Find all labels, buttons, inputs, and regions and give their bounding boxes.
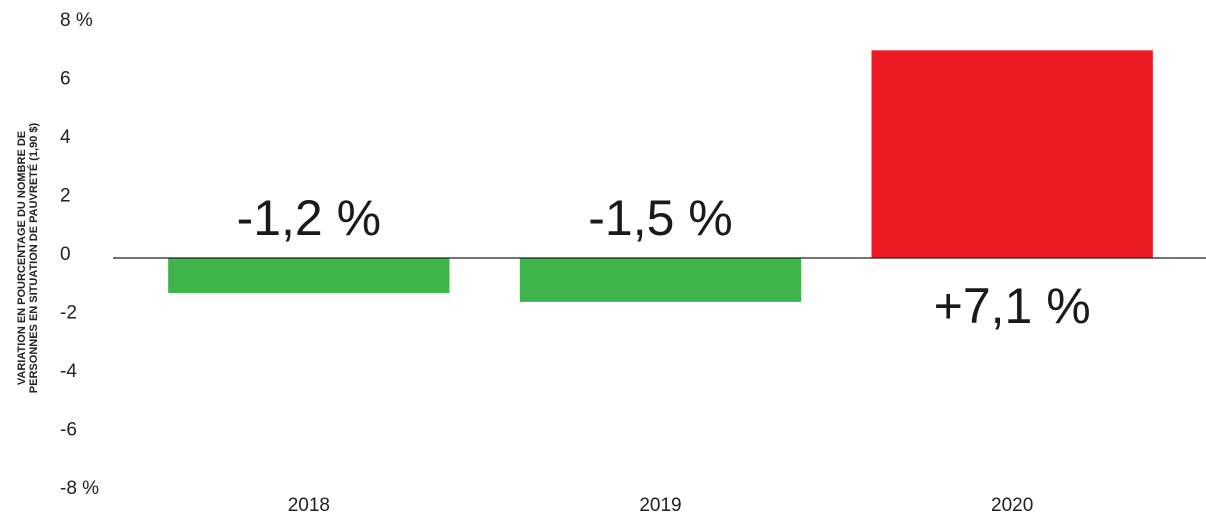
x-tick-label: 2020: [991, 495, 1033, 516]
x-tick-label: 2019: [639, 495, 681, 516]
data-label: -1,2 %: [237, 190, 382, 246]
y-axis-title: VARIATION EN POURCENTAGE DU NOMBRE DE PE…: [16, 122, 40, 393]
data-label: +7,1 %: [934, 278, 1091, 334]
y-tick-label: 6: [60, 69, 71, 90]
bar: [519, 258, 802, 302]
y-tick-label: -2: [60, 303, 77, 324]
data-label: -1,5 %: [588, 190, 733, 246]
y-axis-title-line: PERSONNES EN SITUATION DE PAUVRETÉ (1,90…: [27, 122, 40, 393]
x-tick-label: 2018: [288, 495, 330, 516]
y-tick-label: -8 %: [60, 478, 99, 499]
y-tick-label: 8 %: [60, 10, 93, 31]
bar: [871, 50, 1153, 259]
y-axis-title-line: VARIATION EN POURCENTAGE DU NOMBRE DE: [16, 131, 28, 385]
bar: [168, 258, 450, 294]
y-tick-label: -4: [60, 361, 77, 382]
y-tick-label: 4: [60, 127, 71, 148]
y-tick-label: 0: [60, 244, 71, 265]
y-tick-label: 2: [60, 186, 71, 207]
y-tick-label: -6: [60, 420, 77, 441]
